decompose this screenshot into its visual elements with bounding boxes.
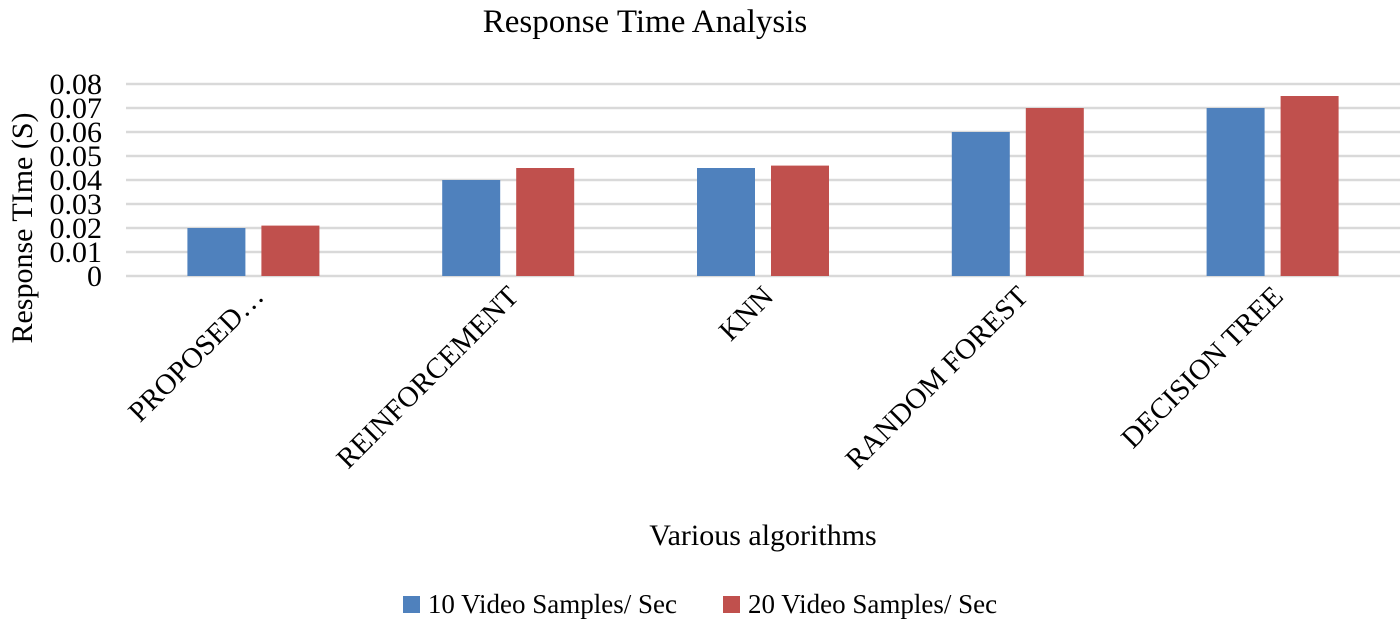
- legend-swatch-series-2: [723, 595, 740, 613]
- legend: 10 Video Samples/ Sec 20 Video Samples/ …: [0, 584, 1400, 624]
- y-tick-label: 0.07: [50, 92, 103, 125]
- legend-item-series-1: 10 Video Samples/ Sec: [402, 588, 677, 620]
- y-tick-label: 0.03: [50, 188, 103, 221]
- bar-2-proposed: [261, 225, 320, 276]
- y-tick-label: 0.06: [50, 116, 103, 149]
- bar-2-random-forest: [1025, 108, 1084, 276]
- bar-2-reinforcement: [516, 168, 575, 276]
- bar-1-random-forest: [951, 132, 1010, 276]
- y-tick-label: 0.01: [50, 236, 103, 269]
- bars: [187, 96, 1339, 276]
- x-tick-label: RANDOM FOREST: [839, 280, 1034, 475]
- bar-1-knn: [697, 168, 755, 276]
- bar-2-knn: [771, 165, 829, 276]
- y-tick-label: 0.02: [50, 212, 103, 245]
- x-tick-label: PROPOSED…: [122, 280, 270, 428]
- legend-swatch-series-1: [402, 595, 420, 613]
- bar-1-decision-tree: [1206, 108, 1265, 276]
- legend-item-series-2: 20 Video Samples/ Sec: [723, 589, 997, 620]
- y-tick-label: 0.05: [50, 140, 103, 173]
- bar-1-reinforcement: [442, 180, 501, 276]
- x-tick-label: KNN: [713, 280, 780, 347]
- chart-title: Response Time Analysis: [483, 4, 808, 40]
- bar-2-decision-tree: [1280, 96, 1339, 276]
- y-tick-labels: 00.010.020.030.040.050.060.070.08: [50, 68, 103, 293]
- x-tick-label: REINFORCEMENT: [330, 280, 525, 475]
- bar-chart: Response Time Analysis Response TIme (S)…: [6, 4, 1400, 552]
- legend-label-series-2: 20 Video Samples/ Sec: [748, 588, 998, 619]
- legend-label-series-1: 10 Video Samples/ Sec: [427, 588, 677, 619]
- x-tick-labels: PROPOSED… REINFORCEMENT KNN RANDOM FOREST DE…: [122, 280, 1289, 475]
- x-axis-label: Various algorithms: [649, 519, 876, 552]
- x-tick-label: DECISION TREE: [1115, 280, 1289, 454]
- y-tick-label: 0.04: [50, 164, 103, 197]
- y-axis-label: Response TIme (S): [6, 112, 39, 343]
- y-tick-label: 0.08: [50, 68, 103, 101]
- bar-1-proposed: [187, 228, 246, 276]
- gridlines: [126, 82, 1400, 278]
- y-tick-label: 0: [87, 260, 102, 293]
